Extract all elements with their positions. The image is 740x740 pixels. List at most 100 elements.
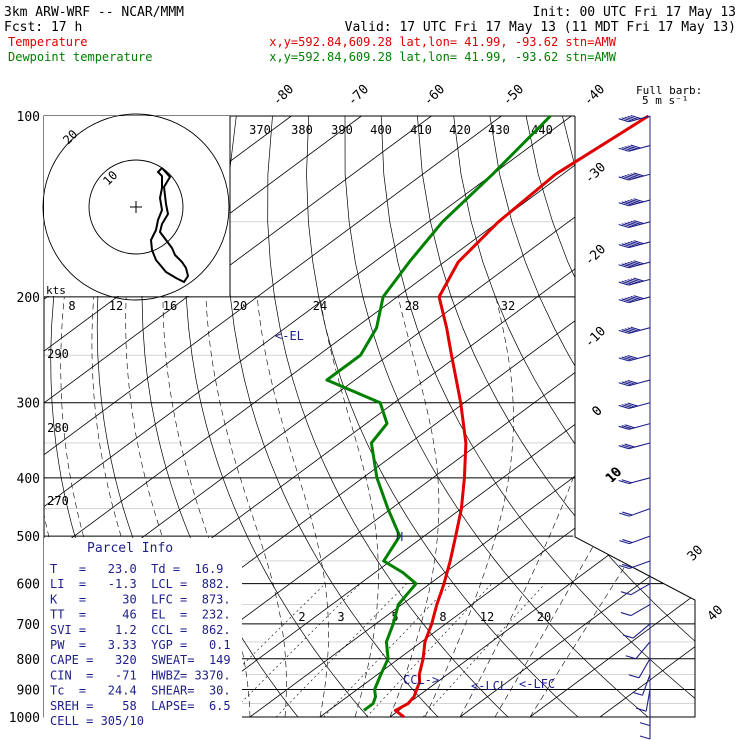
hodograph-speed-tick: 28 — [405, 299, 419, 313]
dry-adiabat — [634, 116, 695, 717]
header-forecast-hour: Fcst: 17 h — [4, 20, 82, 35]
wind-barb-feather — [627, 296, 638, 301]
hodograph-trace — [149, 167, 190, 284]
hwbz-marker: H — [396, 530, 403, 544]
wind-barb-feather — [624, 297, 635, 302]
wind-barb-feather — [625, 655, 637, 660]
wind-barb-staff — [628, 199, 651, 207]
isotherm-line — [599, 116, 695, 717]
isotherm-label: 10 — [604, 465, 626, 487]
isotherm-label: -70 — [345, 82, 372, 109]
wind-barb — [618, 402, 651, 409]
wind-barb-feather — [633, 220, 644, 225]
isotherm-label: 0 — [589, 403, 605, 419]
wind-barb-feather — [621, 146, 632, 152]
wind-barb-feather — [622, 563, 633, 568]
parcel-info-row: CAPE = 320 SWEAT= 149 — [50, 653, 231, 667]
wind-barb-feather — [633, 295, 644, 300]
mixing-ratio-line — [422, 583, 546, 717]
pressure-tick-label: 500 — [17, 530, 40, 545]
isotherm-label: -40 — [581, 82, 608, 109]
wind-barb-feather — [621, 444, 632, 449]
moist-adiabat — [205, 296, 287, 717]
wind-barb-feather — [630, 295, 641, 300]
wind-barb-feather — [618, 404, 629, 409]
legend-temperature-info: x,y=592.84,609.28 lat,lon= 41.99, -93.62… — [269, 35, 617, 49]
wind-barb-feather — [630, 278, 641, 283]
isotherm-label: -20 — [582, 242, 609, 269]
wind-barb-feather — [624, 355, 635, 360]
legend-dewpoint-label: Dewpoint temperature — [8, 50, 153, 64]
parcel-info-panel: Parcel Info T = 23.0 Td = 16.9LI = -1.3 L… — [44, 538, 242, 728]
wind-barb-feather — [621, 175, 632, 180]
wind-barb — [618, 172, 651, 181]
wind-barbs — [618, 114, 651, 740]
wind-barb-staff — [628, 402, 651, 409]
wind-barb-feather — [621, 201, 632, 206]
wind-barb-feather — [630, 220, 641, 225]
lfc-marker: <-LFC — [519, 677, 555, 691]
dry-adiabat — [670, 116, 695, 717]
isotherm-label: -60 — [421, 82, 448, 109]
mixing-ratio-line — [226, 583, 361, 717]
mixing-ratio-label: 20 — [537, 610, 551, 624]
legend-temperature-label: Temperature — [8, 35, 87, 49]
parcel-panel-title: Parcel Info — [87, 541, 173, 556]
wind-barb-staff — [641, 674, 651, 696]
wind-barb-feather — [630, 199, 641, 204]
wind-barb — [618, 477, 651, 485]
wind-barb — [618, 295, 651, 304]
dry-adiabat — [344, 116, 664, 717]
moist-adiabat — [319, 296, 379, 717]
wind-barb-feather — [618, 382, 629, 387]
wind-barb-feather — [618, 281, 629, 286]
wind-barb-staff — [630, 604, 651, 617]
hodograph-speed-tick: 20 — [233, 299, 247, 313]
wind-barb-feather — [621, 263, 632, 268]
isentrope-label: 410 — [410, 123, 432, 137]
wind-barb-staff — [628, 442, 651, 450]
parcel-info-row: CIN = -71 HWBZ= 3370. — [50, 668, 231, 682]
wind-barb-feather — [618, 299, 629, 304]
wind-barb-feather — [619, 564, 630, 570]
wind-barb-staff — [645, 689, 651, 712]
wind-barb-feather — [639, 722, 651, 727]
dry-adiabat — [226, 116, 451, 717]
wind-barb-feather — [627, 354, 638, 359]
parcel-info-row: T = 23.0 Td = 16.9 — [50, 562, 223, 576]
pressure-tick-label: 400 — [17, 472, 40, 487]
dry-adiabat — [598, 116, 695, 717]
parcel-info-row: Tc = 24.4 SHEAR= 30. — [50, 684, 231, 698]
wind-barb-staff — [628, 145, 651, 152]
wind-barb-feather — [621, 425, 632, 430]
wind-barb-feather — [633, 260, 644, 265]
pressure-tick-label: 200 — [17, 291, 40, 306]
hodograph-speed-tick: 12 — [109, 299, 123, 313]
wind-barb-staff — [628, 477, 651, 485]
moist-adiabat — [494, 296, 695, 717]
moist-adiabat — [424, 296, 514, 717]
dry-adiabat — [0, 116, 24, 730]
wind-barb-feather — [624, 174, 635, 179]
wind-barb-feather — [621, 329, 632, 334]
isotherm-line — [249, 116, 695, 717]
isentrope-label: 420 — [449, 123, 471, 137]
pressure-tick-label: 800 — [17, 653, 40, 668]
wind-barb — [632, 674, 651, 696]
pressure-tick-label: 600 — [17, 578, 40, 593]
wind-barb-feather — [624, 146, 635, 151]
wind-barb-feather — [627, 221, 638, 226]
isentrope-label: 270 — [47, 494, 69, 508]
dry-adiabat — [380, 116, 695, 717]
hodograph-ring-10 — [88, 159, 184, 255]
wind-barb-feather — [624, 242, 635, 247]
isentrope-label: 280 — [47, 421, 69, 435]
wind-barb-feather — [619, 540, 630, 545]
wind-barb-feather — [639, 735, 651, 740]
dry-adiabat — [417, 116, 695, 717]
wind-barb-staff — [628, 221, 651, 229]
wind-barb-feather — [624, 262, 635, 267]
wind-barb-feather — [618, 244, 629, 249]
wind-barb-feather — [618, 445, 629, 450]
